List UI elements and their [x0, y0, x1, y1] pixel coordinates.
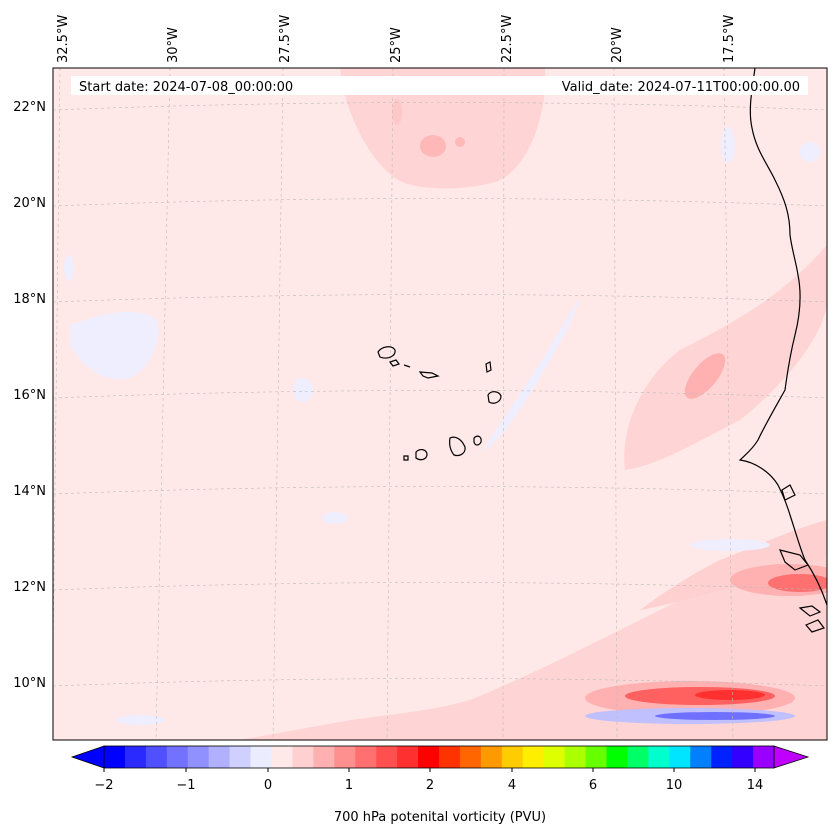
cape-verde-islands	[377, 346, 502, 461]
colorbar-segment	[480, 746, 503, 768]
pv-contour-negative-patch-4	[721, 127, 735, 163]
colorbar-segment	[104, 746, 126, 768]
lon-label: 20°W	[610, 27, 625, 63]
lat-label: 20°N	[13, 196, 46, 211]
colorbar-segment	[334, 746, 356, 768]
colorbar-segment	[229, 746, 252, 768]
date-banner	[71, 76, 808, 95]
colorbar-ticks	[103, 768, 756, 772]
colorbar-segment	[313, 746, 335, 768]
lon-label: 32.5°W	[56, 15, 71, 63]
colorbar-segment	[627, 746, 649, 768]
pv-contour-negative-patch-5	[800, 142, 820, 162]
colorbar-frame	[103, 745, 775, 769]
colorbar-segment	[250, 746, 272, 768]
lat-label: 14°N	[13, 484, 46, 499]
colorbar-tick-label: 4	[508, 778, 516, 793]
colorbar-tick-label: 0	[264, 778, 272, 793]
pv-contour-north-lobe	[340, 68, 546, 189]
colorbar-segment	[522, 746, 545, 768]
lat-label: 18°N	[13, 292, 46, 307]
colorbar-title: 700 hPa potenital vorticity (PVU)	[334, 810, 546, 825]
colorbar-segment	[585, 746, 607, 768]
lon-label: 25°W	[389, 27, 404, 63]
colorbar-segment	[564, 746, 587, 768]
colorbar-under-arrow	[70, 745, 105, 769]
colorbar-segment	[753, 746, 775, 768]
colorbar-tick-label: −2	[94, 778, 113, 793]
pv-contour-negative-patch-7	[115, 715, 165, 725]
pv-contour-north-dot	[455, 137, 465, 147]
colorbar-segment	[669, 746, 691, 768]
colorbar-segment	[124, 746, 147, 768]
valid-date-label: Valid_date: 2024-07-11T00:00:00.00	[562, 80, 800, 95]
pv-contour-north-core	[420, 135, 446, 157]
pv-contour-12n-core	[768, 574, 827, 592]
colorbar-tick-label: 14	[747, 778, 764, 793]
map-panel	[53, 68, 827, 740]
lon-label: 22.5°W	[500, 15, 515, 63]
colorbar-tick-label: 10	[666, 778, 683, 793]
lat-label: 16°N	[13, 388, 46, 403]
colorbar-segment	[543, 746, 566, 768]
pv-contour-negative-streak	[482, 298, 580, 452]
colorbar-segment	[187, 746, 210, 768]
colorbar-tick-label: −1	[176, 778, 195, 793]
colorbar-segment	[166, 746, 189, 768]
colorbar-segment	[711, 746, 733, 768]
colorbar-segment	[271, 746, 293, 768]
colorbar-over-arrow	[773, 745, 810, 769]
colorbar: −2 −1 0 1 2 4 6 10 14 700 hPa potenital …	[70, 745, 810, 825]
africa-coastline	[738, 68, 827, 633]
pv-contour-east-core	[684, 353, 726, 399]
colorbar-tick-label: 2	[426, 778, 434, 793]
start-date-label: Start date: 2024-07-08_00:00:00	[79, 80, 293, 95]
colorbar-segments	[104, 746, 775, 768]
pv-contour-negative-patch-6	[690, 539, 770, 551]
lat-label: 12°N	[13, 580, 46, 595]
colorbar-segment	[292, 746, 314, 768]
lon-label: 27.5°W	[278, 15, 293, 63]
colorbar-segment	[397, 746, 419, 768]
map-frame	[52, 67, 828, 741]
pv-contour-9n-peak	[695, 690, 765, 700]
pv-contour-negative-patch-2	[322, 512, 348, 524]
latitude-labels: 22°N 20°N 18°N 16°N 14°N 12°N 10°N	[13, 100, 46, 691]
colorbar-segment	[648, 746, 670, 768]
lat-label: 10°N	[13, 676, 46, 691]
colorbar-segment	[376, 746, 398, 768]
lon-label: 17.5°W	[722, 15, 737, 63]
colorbar-segment	[501, 746, 524, 768]
colorbar-segment	[732, 746, 754, 768]
pv-contour-negative-patch-west	[70, 311, 159, 380]
pv-contour-south-band2	[640, 520, 827, 610]
lat-label: 22°N	[13, 100, 46, 115]
lon-label: 30°W	[166, 27, 181, 63]
colorbar-segment	[208, 746, 231, 768]
colorbar-segment	[606, 746, 628, 768]
pv-contour-negative-patch-3	[64, 255, 74, 281]
colorbar-segment	[145, 746, 168, 768]
colorbar-segment	[690, 746, 712, 768]
pv-contour-north-core-small	[392, 99, 402, 125]
colorbar-tick-label: 6	[589, 778, 597, 793]
pv-contour-negative-patch-1	[293, 378, 313, 402]
colorbar-segment	[459, 746, 482, 768]
colorbar-tick-label: 1	[345, 778, 353, 793]
colorbar-segment	[418, 746, 440, 768]
longitude-labels: 32.5°W 30°W 27.5°W 25°W 22.5°W 20°W 17.5…	[56, 15, 737, 63]
pv-contour-east-band	[624, 245, 827, 470]
colorbar-segment	[355, 746, 377, 768]
pv-contour-negative-core	[655, 712, 775, 720]
colorbar-segment	[439, 746, 461, 768]
